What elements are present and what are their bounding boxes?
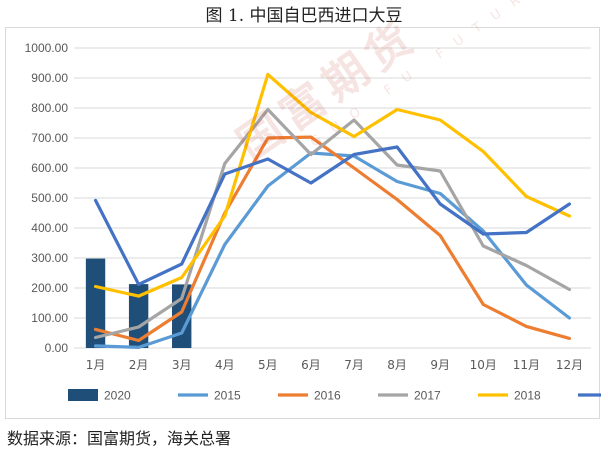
series-line-2016 [93,135,572,343]
source-note: 数据来源：国富期货，海关总署 [7,429,232,448]
legend-layer: 202020152016201720182019 [68,389,601,403]
x-tick-label: 10月 [470,358,497,372]
axis-layer: 0.00 100.00 200.00 300.00 400.00 500.00 600.00… [25,41,583,372]
grid-layer [74,47,591,349]
x-tick-label: 2月 [129,358,149,372]
x-tick-label: 1月 [86,358,106,372]
chart-frame: 0.00 100.00 200.00 300.00 400.00 500.00 600.00… [5,27,601,419]
chart-svg: 0.00 100.00 200.00 300.00 400.00 500.00 600.00… [25,41,601,403]
x-tick-label: 9月 [430,358,450,372]
legend-label-2020: 2020 [104,389,131,403]
series-line-2018 [93,72,572,298]
y-tick-label: 700.00 [31,131,68,145]
legend-swatch-2020 [68,389,98,401]
x-tick-label: 6月 [301,358,321,372]
figure-title: 图 1. 中国自巴西进口大豆 [205,6,403,26]
series-line-2019 [93,145,572,286]
legend-label-2015: 2015 [214,389,241,403]
x-tick-label: 4月 [215,358,235,372]
line-layer [93,72,572,349]
y-tick-label: 600.00 [31,161,68,175]
x-tick-label: 11月 [513,358,540,372]
x-tick-label: 12月 [556,358,583,372]
y-tick-label: 200.00 [31,281,68,295]
y-tick-label: 900.00 [31,71,68,85]
x-tick-label: 7月 [344,358,364,372]
legend-label-2018: 2018 [514,389,541,403]
y-tick-label: 1000.00 [25,41,69,55]
y-tick-label: 100.00 [31,311,68,325]
y-tick-label: 0.00 [45,341,69,355]
y-tick-label: 400.00 [31,221,68,235]
legend-label-2017: 2017 [414,389,441,403]
y-tick-label: 800.00 [31,101,68,115]
y-tick-label: 500.00 [31,191,68,205]
x-tick-label: 3月 [172,358,192,372]
y-tick-label: 300.00 [31,251,68,265]
bar-2020 [85,258,106,348]
series-line-2017 [93,107,572,340]
bar-2020 [128,284,149,348]
x-tick-label: 5月 [258,358,278,372]
x-tick-label: 8月 [387,358,407,372]
legend-label-2016: 2016 [314,389,341,403]
